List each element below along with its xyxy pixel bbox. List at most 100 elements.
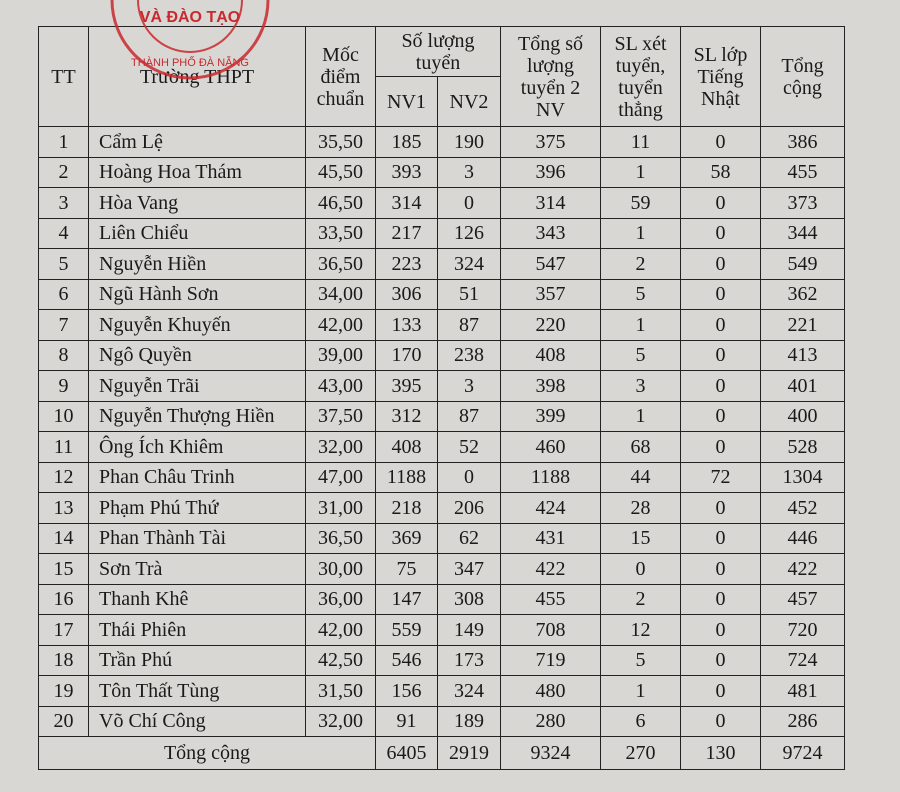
cell: 308 [437, 583, 501, 615]
cell: 546 [375, 644, 438, 676]
cell: 452 [760, 492, 845, 524]
total-cell: 2919 [437, 736, 501, 770]
school-name: Hoàng Hoa Thám [88, 156, 306, 188]
cell: 36,50 [305, 248, 376, 280]
cell: 0 [680, 187, 761, 219]
table-row: 2 Hoàng Hoa Thám 45,50 393 3 396 1 58 455 [38, 156, 845, 188]
cell: 5 [600, 644, 681, 676]
cell: 1 [38, 126, 89, 158]
stamp-text: VÀ ĐÀO TẠO [140, 7, 240, 26]
cell: 45,50 [305, 156, 376, 188]
cell: 149 [437, 614, 501, 646]
school-name: Sơn Trà [88, 553, 306, 585]
cell: 126 [437, 217, 501, 249]
school-name: Phan Châu Trinh [88, 461, 306, 493]
cell: 481 [760, 675, 845, 707]
cell: 5 [600, 339, 681, 371]
cell: 457 [760, 583, 845, 615]
cell: 1 [600, 156, 681, 188]
header-cell: SL lớp Tiếng Nhật [680, 26, 761, 127]
cell: 7 [38, 309, 89, 341]
cell: 35,50 [305, 126, 376, 158]
cell: 37,50 [305, 400, 376, 432]
cell: 28 [600, 492, 681, 524]
cell: 220 [500, 309, 601, 341]
cell: 408 [375, 431, 438, 463]
cell: 87 [437, 309, 501, 341]
cell: 46,50 [305, 187, 376, 219]
cell: 10 [38, 400, 89, 432]
cell: 44 [600, 461, 681, 493]
total-label: Tổng cộng [38, 736, 376, 770]
school-name: Ngũ Hành Sơn [88, 278, 306, 310]
cell: 393 [375, 156, 438, 188]
cell: 43,00 [305, 370, 376, 402]
cell: 87 [437, 400, 501, 432]
table-row: 10 Nguyễn Thượng Hiền 37,50 312 87 399 1 0 400 [38, 400, 845, 432]
cell: 42,50 [305, 644, 376, 676]
cell: 72 [680, 461, 761, 493]
cell: 362 [760, 278, 845, 310]
cell: 5 [600, 278, 681, 310]
table-row: 20 Võ Chí Công 32,00 91 189 280 6 0 286 [38, 705, 845, 737]
cell: 15 [600, 522, 681, 554]
cell: 422 [500, 553, 601, 585]
school-name: Thái Phiên [88, 614, 306, 646]
cell: 280 [500, 705, 601, 737]
cell: 1304 [760, 461, 845, 493]
school-name: Hòa Vang [88, 187, 306, 219]
cell: 3 [600, 370, 681, 402]
cell: 0 [680, 705, 761, 737]
cell: 0 [680, 370, 761, 402]
cell: 9 [38, 370, 89, 402]
cell: 185 [375, 126, 438, 158]
cell: 59 [600, 187, 681, 219]
cell: 173 [437, 644, 501, 676]
cell: 2 [600, 248, 681, 280]
cell: 400 [760, 400, 845, 432]
total-cell: 9724 [760, 736, 845, 770]
cell: 549 [760, 248, 845, 280]
school-name: Ông Ích Khiêm [88, 431, 306, 463]
header-cell: Mốc điểm chuẩn [305, 26, 376, 127]
cell: 0 [600, 553, 681, 585]
header-cell: Tổng cộng [760, 26, 845, 127]
cell: 190 [437, 126, 501, 158]
cell: 1188 [500, 461, 601, 493]
table-row: 19 Tôn Thất Tùng 31,50 156 324 480 1 0 481 [38, 675, 845, 707]
total-row: Tổng cộng 6405 2919 9324 270 130 9724 [38, 736, 845, 770]
table-row: 5 Nguyễn Hiền 36,50 223 324 547 2 0 549 [38, 248, 845, 280]
cell: 0 [680, 583, 761, 615]
cell: 0 [437, 187, 501, 219]
cell: 369 [375, 522, 438, 554]
cell: 11 [600, 126, 681, 158]
cell: 221 [760, 309, 845, 341]
header-cell: NV2 [437, 76, 501, 127]
cell: 1 [600, 675, 681, 707]
cell: 0 [680, 644, 761, 676]
cell: 401 [760, 370, 845, 402]
cell: 31,50 [305, 675, 376, 707]
cell: 19 [38, 675, 89, 707]
school-name: Phạm Phú Thứ [88, 492, 306, 524]
header-cell: NV1 [375, 76, 438, 127]
total-cell: 9324 [500, 736, 601, 770]
table-row: 8 Ngô Quyền 39,00 170 238 408 5 0 413 [38, 339, 845, 371]
cell: 39,00 [305, 339, 376, 371]
cell: 238 [437, 339, 501, 371]
cell: 42,00 [305, 309, 376, 341]
school-name: Ngô Quyền [88, 339, 306, 371]
cell: 0 [680, 217, 761, 249]
cell: 17 [38, 614, 89, 646]
total-cell: 270 [600, 736, 681, 770]
cell: 6 [38, 278, 89, 310]
cell: 16 [38, 583, 89, 615]
cell: 34,00 [305, 278, 376, 310]
cell: 422 [760, 553, 845, 585]
cell: 42,00 [305, 614, 376, 646]
cell: 0 [680, 675, 761, 707]
cell: 6 [600, 705, 681, 737]
cell: 396 [500, 156, 601, 188]
cell: 68 [600, 431, 681, 463]
